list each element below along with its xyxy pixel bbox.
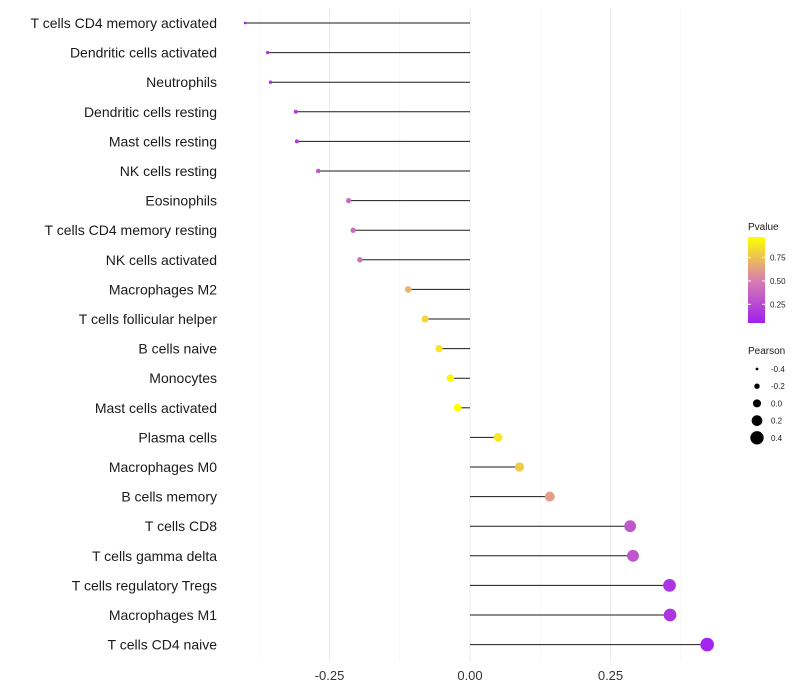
category-label: Neutrophils: [146, 74, 217, 90]
category-label: Mast cells resting: [109, 133, 217, 149]
pearson-size-key: [752, 399, 762, 408]
category-label: T cells regulatory Tregs: [72, 577, 217, 593]
category-label: Dendritic cells resting: [84, 104, 217, 120]
pvalue-tick-label: 0.75: [770, 254, 786, 263]
pvalue-colorbar: [748, 237, 765, 323]
x-tick-label: -0.25: [315, 668, 345, 683]
lollipop-point: [544, 491, 555, 502]
lollipop-point: [453, 403, 462, 412]
pearson-size-label: -0.2: [771, 382, 785, 391]
lollipop-point: [663, 579, 676, 592]
lollipop-points: [243, 21, 714, 652]
lollipop-point: [446, 374, 455, 383]
pearson-legend-title: Pearson: [748, 346, 785, 357]
lollipop-point: [421, 315, 429, 323]
lollipop-point: [350, 227, 356, 233]
lollipop-point: [357, 257, 363, 263]
category-label: NK cells resting: [120, 163, 217, 179]
lollipop-point: [266, 50, 270, 55]
pearson-size-label: 0.4: [771, 434, 783, 443]
category-label: Macrophages M0: [109, 459, 217, 475]
lollipop-point: [627, 549, 639, 562]
category-label: Dendritic cells activated: [70, 45, 217, 61]
lollipop-point: [435, 344, 443, 353]
category-label: Monocytes: [149, 370, 217, 386]
category-label: T cells gamma delta: [92, 548, 217, 564]
lollipop-point: [293, 109, 298, 114]
lollipop-point: [493, 433, 503, 442]
category-labels: T cells CD4 memory activated Dendritic ce…: [31, 15, 218, 653]
pvalue-tick-label: 0.25: [770, 300, 786, 309]
pearson-size-key: [751, 415, 763, 426]
category-label: T cells CD8: [145, 518, 217, 534]
pearson-size-key: [755, 367, 759, 371]
pvalue-legend: Pvalue 0.75 0.50 0.25: [748, 222, 786, 323]
pearson-legend: Pearson -0.4 -0.2 0.0 0.2 0.4: [748, 346, 785, 445]
pvalue-legend-title: Pvalue: [748, 222, 779, 233]
lollipop-point: [345, 197, 352, 204]
lollipop-point: [624, 520, 637, 533]
lollipop-point: [243, 21, 247, 25]
category-label: T cells CD4 naive: [108, 637, 218, 653]
category-label: Eosinophils: [145, 193, 217, 209]
category-label: B cells memory: [121, 489, 217, 505]
lollipop-point: [316, 168, 321, 174]
category-label: Plasma cells: [138, 429, 217, 445]
x-tick-label: 0.25: [598, 668, 623, 683]
pearson-size-key: [750, 431, 764, 445]
category-label: Mast cells activated: [95, 400, 217, 416]
lollipop-point: [663, 608, 677, 622]
lollipop-point: [294, 139, 299, 144]
x-axis-tick-labels: -0.25 0.00 0.25: [315, 668, 623, 683]
lollipop-point: [404, 286, 412, 293]
category-label: NK cells activated: [106, 252, 217, 268]
pvalue-tick-label: 0.50: [770, 277, 786, 286]
lollipop-point: [700, 637, 714, 652]
category-label: B cells naive: [138, 341, 217, 357]
category-label: Macrophages M2: [109, 281, 217, 297]
x-tick-label: 0.00: [457, 668, 482, 683]
category-label: T cells follicular helper: [79, 311, 218, 327]
grid-lines: [258, 8, 682, 662]
category-label: T cells CD4 memory resting: [45, 222, 217, 238]
pearson-size-key: [754, 383, 760, 389]
lollipop-point: [514, 462, 525, 472]
category-label: T cells CD4 memory activated: [31, 15, 217, 31]
lollipop-stems: [245, 22, 708, 646]
pearson-size-label: 0.2: [771, 417, 783, 426]
pearson-size-label: -0.4: [771, 365, 785, 374]
lollipop-point: [268, 80, 273, 84]
category-label: Macrophages M1: [109, 607, 217, 623]
pearson-size-label: 0.0: [771, 399, 783, 408]
